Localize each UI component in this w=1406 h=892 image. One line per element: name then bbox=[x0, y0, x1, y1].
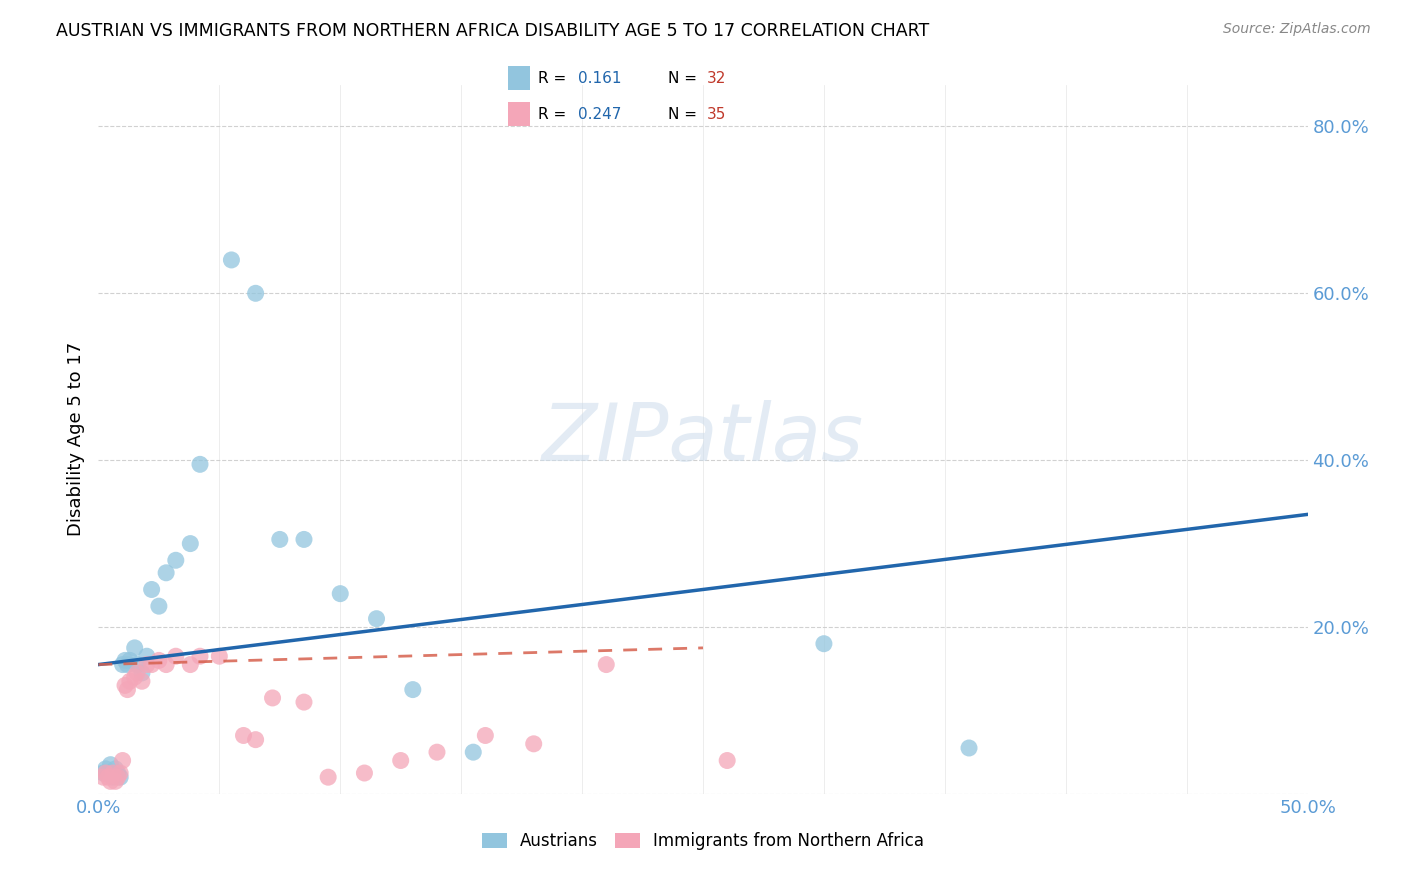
Point bbox=[353, 766, 375, 780]
Point bbox=[97, 766, 120, 780]
Point bbox=[141, 582, 163, 597]
Text: 0.161: 0.161 bbox=[578, 70, 621, 86]
Point bbox=[245, 286, 267, 301]
Point bbox=[179, 657, 201, 672]
Text: 35: 35 bbox=[707, 107, 727, 121]
Y-axis label: Disability Age 5 to 17: Disability Age 5 to 17 bbox=[66, 343, 84, 536]
Point bbox=[957, 741, 980, 756]
Point bbox=[165, 649, 187, 664]
Point bbox=[108, 770, 131, 784]
Point bbox=[165, 553, 187, 567]
Point bbox=[232, 729, 254, 743]
Point bbox=[402, 682, 425, 697]
Point bbox=[131, 674, 153, 689]
Text: 0.247: 0.247 bbox=[578, 107, 621, 121]
Text: N =: N = bbox=[668, 107, 702, 121]
Point bbox=[245, 732, 267, 747]
Point bbox=[155, 657, 177, 672]
Point bbox=[104, 774, 127, 789]
Point bbox=[118, 653, 141, 667]
Point bbox=[127, 657, 149, 672]
Point bbox=[366, 612, 388, 626]
Point bbox=[94, 766, 117, 780]
Point bbox=[135, 657, 157, 672]
Text: R =: R = bbox=[538, 70, 572, 86]
Legend: Austrians, Immigrants from Northern Africa: Austrians, Immigrants from Northern Afri… bbox=[475, 825, 931, 856]
Point bbox=[104, 762, 127, 776]
Point bbox=[148, 599, 170, 614]
Point bbox=[101, 770, 124, 784]
Point bbox=[813, 637, 835, 651]
Point bbox=[389, 754, 412, 768]
Point bbox=[188, 649, 211, 664]
Point bbox=[595, 657, 617, 672]
Text: 32: 32 bbox=[707, 70, 727, 86]
Text: N =: N = bbox=[668, 70, 702, 86]
Point bbox=[523, 737, 546, 751]
Bar bbox=[508, 103, 530, 126]
Point bbox=[94, 762, 117, 776]
Point bbox=[100, 774, 122, 789]
Point bbox=[262, 690, 284, 705]
Point bbox=[292, 533, 315, 547]
Point bbox=[101, 766, 124, 780]
Point bbox=[118, 674, 141, 689]
Bar bbox=[508, 66, 530, 90]
Point bbox=[100, 757, 122, 772]
Point bbox=[114, 678, 136, 692]
Point bbox=[111, 657, 134, 672]
Text: AUSTRIAN VS IMMIGRANTS FROM NORTHERN AFRICA DISABILITY AGE 5 TO 17 CORRELATION C: AUSTRIAN VS IMMIGRANTS FROM NORTHERN AFR… bbox=[56, 22, 929, 40]
Text: ZIPatlas: ZIPatlas bbox=[541, 401, 865, 478]
Point bbox=[463, 745, 485, 759]
Text: Source: ZipAtlas.com: Source: ZipAtlas.com bbox=[1223, 22, 1371, 37]
Point bbox=[107, 770, 129, 784]
Point bbox=[131, 665, 153, 680]
Point bbox=[329, 587, 352, 601]
Point bbox=[111, 754, 134, 768]
Point bbox=[108, 766, 131, 780]
Point bbox=[91, 766, 114, 780]
Point bbox=[188, 458, 211, 472]
Point bbox=[114, 653, 136, 667]
Point bbox=[124, 670, 146, 684]
Point bbox=[148, 653, 170, 667]
Point bbox=[124, 640, 146, 655]
Point bbox=[135, 649, 157, 664]
Point bbox=[117, 657, 139, 672]
Point bbox=[155, 566, 177, 580]
Point bbox=[117, 682, 139, 697]
Point bbox=[179, 536, 201, 550]
Point bbox=[316, 770, 339, 784]
Point bbox=[292, 695, 315, 709]
Point bbox=[141, 657, 163, 672]
Point bbox=[426, 745, 449, 759]
Point bbox=[716, 754, 738, 768]
Point bbox=[221, 252, 243, 267]
Point bbox=[208, 649, 231, 664]
Point bbox=[97, 770, 120, 784]
Point bbox=[91, 770, 114, 784]
Point bbox=[127, 665, 149, 680]
Point bbox=[107, 766, 129, 780]
Point bbox=[269, 533, 291, 547]
Text: R =: R = bbox=[538, 107, 572, 121]
Point bbox=[474, 729, 496, 743]
